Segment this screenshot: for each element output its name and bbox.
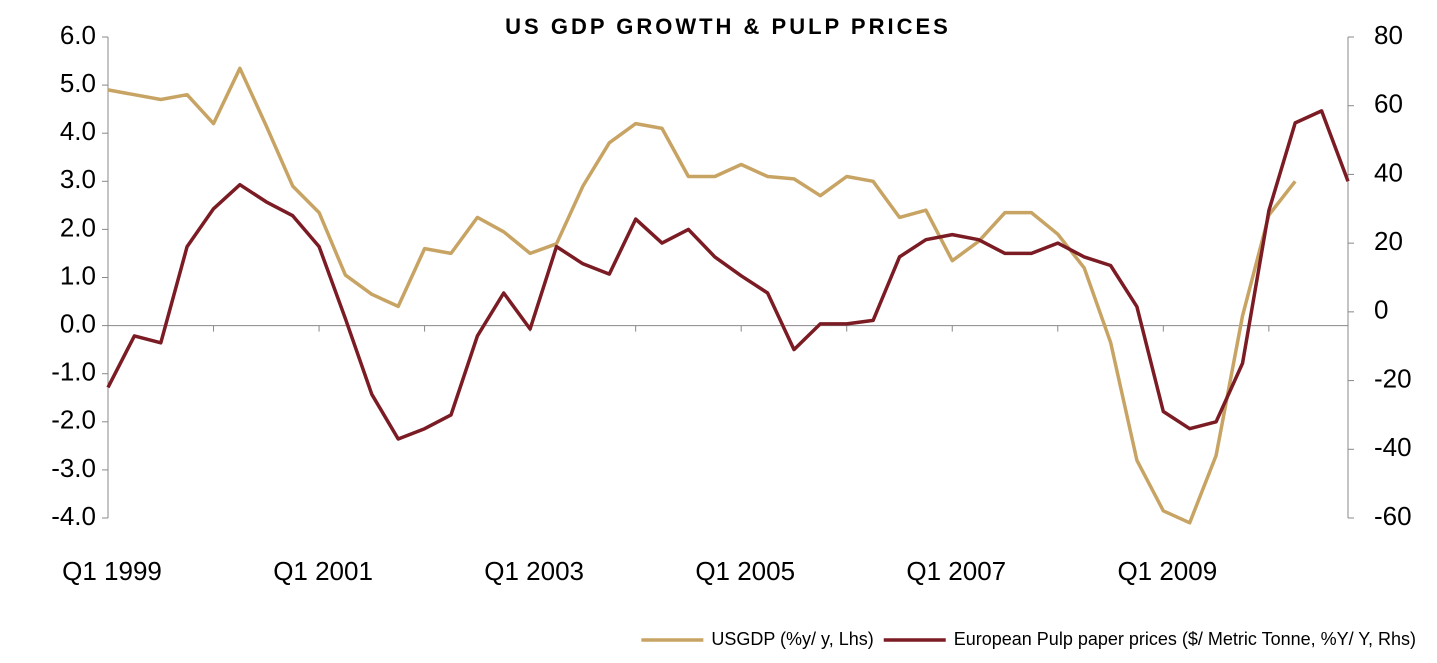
y-tick-label: 1.0 bbox=[60, 260, 96, 290]
x-tick-label: Q1 1999 bbox=[62, 556, 162, 586]
y2-tick-label: -20 bbox=[1374, 363, 1412, 393]
x-tick-label: Q1 2001 bbox=[273, 556, 373, 586]
y-tick-label: 3.0 bbox=[60, 164, 96, 194]
y-tick-label: -1.0 bbox=[51, 357, 96, 387]
y-tick-label: -2.0 bbox=[51, 405, 96, 435]
y-tick-label: 2.0 bbox=[60, 212, 96, 242]
legend-label: European Pulp paper prices ($/ Metric To… bbox=[954, 629, 1416, 649]
y-tick-label: 4.0 bbox=[60, 116, 96, 146]
x-tick-label: Q1 2005 bbox=[695, 556, 795, 586]
x-tick-label: Q1 2009 bbox=[1117, 556, 1217, 586]
line-series bbox=[106, 109, 1350, 441]
y-tick-label: 0.0 bbox=[60, 308, 96, 338]
x-tick-label: Q1 2007 bbox=[906, 556, 1006, 586]
y2-tick-label: 20 bbox=[1374, 226, 1403, 256]
y2-tick-label: 60 bbox=[1374, 89, 1403, 119]
y2-tick-label: 80 bbox=[1374, 20, 1403, 50]
chart-title: US GDP GROWTH & PULP PRICES bbox=[505, 14, 951, 39]
y2-tick-label: 40 bbox=[1374, 157, 1403, 187]
y-tick-label: -3.0 bbox=[51, 453, 96, 483]
y-tick-label: 5.0 bbox=[60, 68, 96, 98]
y2-tick-label: -60 bbox=[1374, 501, 1412, 531]
legend-label: USGDP (%y/ y, Lhs) bbox=[711, 629, 873, 649]
y2-tick-label: -40 bbox=[1374, 432, 1412, 462]
y2-tick-label: 0 bbox=[1374, 295, 1388, 325]
y-tick-label: -4.0 bbox=[51, 501, 96, 531]
x-tick-label: Q1 2003 bbox=[484, 556, 584, 586]
line-series bbox=[107, 66, 1297, 525]
y-tick-label: 6.0 bbox=[60, 20, 96, 50]
